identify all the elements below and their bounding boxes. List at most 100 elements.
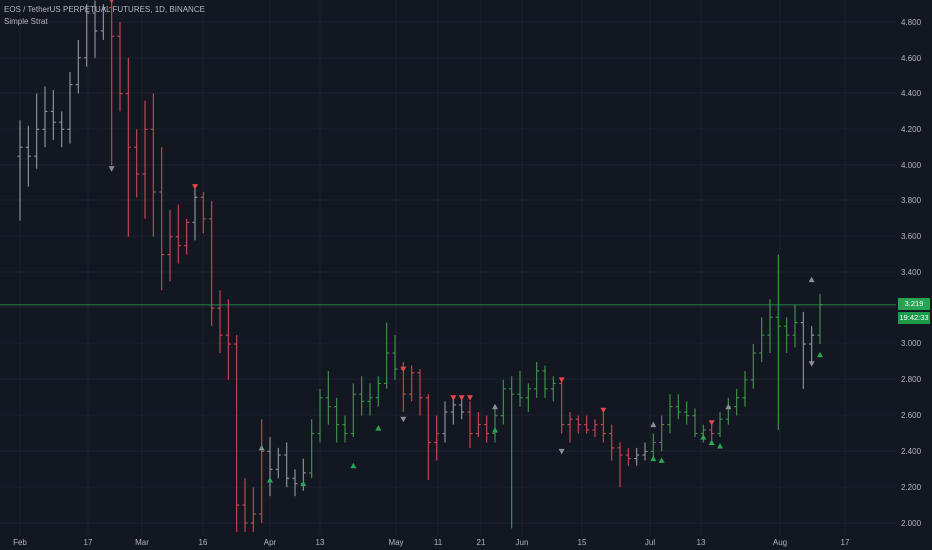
price-tick-label: 4.400 [901, 89, 922, 98]
signal-up-arrow [350, 462, 357, 469]
candle [484, 415, 490, 443]
candle [625, 447, 631, 466]
candle [350, 383, 356, 438]
candle [534, 361, 540, 398]
candle [650, 433, 656, 459]
signal-up-arrow [258, 444, 265, 451]
candle [575, 415, 581, 434]
time-tick-label: Aug [773, 538, 787, 547]
price-tick-label: 3.800 [901, 196, 922, 205]
candle [634, 447, 640, 466]
candle [325, 370, 331, 425]
candle [617, 442, 623, 488]
time-tick-label: 13 [316, 538, 325, 547]
price-tick-label: 2.000 [901, 519, 922, 528]
candle [67, 72, 73, 144]
price-tick-label: 3.000 [901, 339, 922, 348]
candle [800, 311, 806, 389]
candles [17, 0, 823, 532]
time-tick-label: 11 [434, 538, 443, 547]
time-tick-label: 15 [578, 538, 587, 547]
candle [525, 383, 531, 413]
candle [542, 365, 548, 398]
signal-down-arrow [467, 395, 473, 401]
candle [559, 379, 565, 434]
time-tick-label: 13 [697, 538, 706, 547]
candle [34, 93, 40, 169]
candle [317, 388, 323, 443]
signal-up-arrow [700, 434, 707, 440]
signal-up-arrow [300, 480, 307, 487]
time-tick-label: 17 [841, 538, 850, 547]
candle [417, 369, 423, 416]
candle [775, 254, 781, 430]
candle [492, 404, 498, 443]
candle [442, 401, 448, 443]
candle [59, 111, 65, 148]
signal-up-arrow [658, 457, 665, 463]
candle [192, 186, 198, 241]
candle [150, 93, 156, 237]
time-tick-label: Mar [135, 538, 149, 547]
time-tick-label: 16 [199, 538, 208, 547]
signal-down-arrow [708, 420, 715, 426]
candle [217, 290, 223, 354]
candle [750, 344, 756, 389]
candle [75, 39, 81, 94]
price-tick-label: 3.600 [901, 232, 922, 241]
signal-down-arrow [458, 395, 465, 401]
candle [425, 394, 431, 481]
candle [659, 415, 665, 452]
candle [734, 388, 740, 416]
candle [242, 478, 248, 532]
signal-down-arrow [400, 416, 407, 423]
candle [159, 147, 165, 291]
signal-down-arrow [192, 184, 198, 190]
candle [700, 424, 706, 443]
candle [392, 335, 398, 380]
candle [92, 0, 98, 58]
candle [684, 401, 690, 425]
candle [234, 335, 240, 532]
candle [367, 383, 373, 416]
price-tick-label: 2.600 [901, 411, 922, 420]
strategy-label[interactable]: Simple Strat [4, 17, 48, 26]
time-tick-label: Jun [516, 538, 529, 547]
grid-lines [0, 0, 896, 536]
bar-countdown-label: 19:42:33 [898, 312, 930, 324]
candle [175, 204, 181, 264]
candle [550, 376, 556, 402]
price-axis[interactable]: 2.0002.2002.4002.6002.8003.0003.2003.400… [901, 18, 922, 528]
candle [342, 415, 348, 443]
strategy-signals [108, 0, 823, 487]
signal-down-arrow [558, 448, 565, 455]
candle [767, 299, 773, 354]
time-axis[interactable]: Feb 17 Mar 16 Apr 13 May 11 21 Jun 15 Jul 13 Aug 17 [13, 538, 850, 547]
last-price-label: 3.219 [898, 298, 930, 310]
time-tick-label: 17 [84, 538, 93, 547]
candle [725, 397, 731, 425]
candle [592, 419, 598, 438]
candle [25, 125, 31, 187]
signal-up-arrow [725, 403, 732, 410]
candle [209, 200, 215, 327]
candle [117, 22, 123, 112]
candle [567, 412, 573, 443]
candle [200, 191, 206, 234]
candle [517, 370, 523, 407]
signal-up-arrow [808, 276, 815, 283]
price-tick-label: 3.400 [901, 268, 922, 277]
candle [467, 401, 473, 448]
candle [184, 218, 190, 255]
candle [375, 376, 381, 407]
candle [600, 412, 606, 443]
signal-down-arrow [109, 0, 114, 4]
price-tick-label: 4.800 [901, 18, 922, 27]
candle [450, 397, 456, 425]
signal-up-arrow [708, 439, 715, 445]
signal-up-arrow [492, 403, 498, 410]
candle [275, 447, 281, 479]
candle [717, 412, 723, 438]
candle [792, 304, 798, 348]
